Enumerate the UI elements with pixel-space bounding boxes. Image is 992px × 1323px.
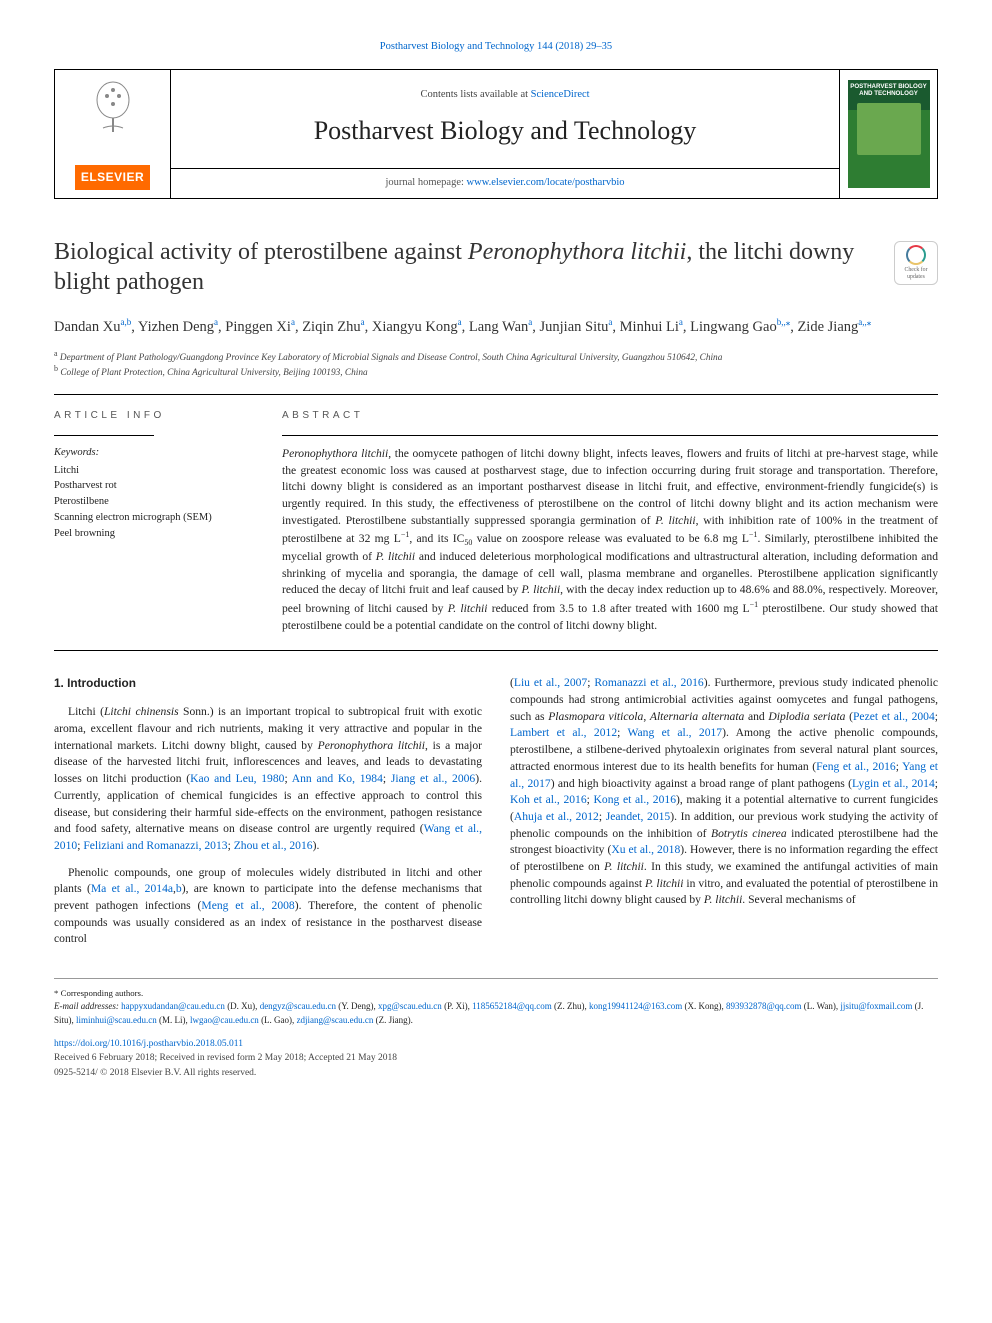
abstract-text: Peronophythora litchii, the oomycete pat… [282, 446, 938, 634]
abstract-column: ABSTRACT Peronophythora litchii, the oom… [282, 409, 938, 634]
author: Pinggen Xia [225, 319, 295, 335]
crossmark-badge[interactable]: Check for updates [894, 241, 938, 285]
crossmark-line2: updates [907, 274, 925, 280]
article-info-rule [54, 435, 154, 436]
citation-link[interactable]: Romanazzi et al., 2016 [594, 676, 703, 689]
keyword: Litchi [54, 463, 254, 479]
affiliation-b: b College of Plant Protection, China Agr… [54, 364, 938, 380]
email-link[interactable]: zdjiang@scau.edu.cn [297, 1015, 374, 1025]
elsevier-wordmark: ELSEVIER [75, 165, 150, 190]
keywords-label: Keywords: [54, 446, 254, 461]
email-link[interactable]: 893932878@qq.com [726, 1001, 802, 1011]
author: Junjian Situa [540, 319, 613, 335]
author: Lingwang Gaob,,⁎ [690, 319, 790, 335]
affiliations: a Department of Plant Pathology/Guangdon… [54, 349, 938, 380]
journal-cover-title: POSTHARVEST BIOLOGY AND TECHNOLOGY [848, 80, 930, 100]
keyword: Postharvest rot [54, 478, 254, 494]
citation-link[interactable]: Xu et al., 2018 [611, 843, 680, 856]
journal-homepage-label: journal homepage: [385, 176, 463, 191]
citation-link[interactable]: Zhou et al., 2016 [234, 839, 313, 852]
journal-cover-thumbnail: POSTHARVEST BIOLOGY AND TECHNOLOGY [848, 80, 930, 188]
contents-available-line: Contents lists available at ScienceDirec… [420, 88, 589, 103]
masthead: ELSEVIER Contents lists available at Sci… [54, 69, 938, 199]
email-link[interactable]: lwgao@cau.edu.cn [190, 1015, 259, 1025]
email-link[interactable]: happyxudandan@cau.edu.cn [121, 1001, 225, 1011]
journal-cover-cell: POSTHARVEST BIOLOGY AND TECHNOLOGY [839, 70, 937, 198]
title-italic: Peronophythora litchii [468, 239, 686, 265]
email-link[interactable]: dengyz@scau.edu.cn [260, 1001, 336, 1011]
citation-link[interactable]: Feng et al., 2016 [816, 760, 896, 773]
article-info-abstract-row: ARTICLE INFO Keywords: LitchiPostharvest… [54, 394, 938, 651]
keywords-list: LitchiPostharvest rotPterostilbeneScanni… [54, 463, 254, 542]
citation-link[interactable]: Koh et al., 2016 [510, 793, 587, 806]
citation-link[interactable]: Kong et al., 2016 [594, 793, 676, 806]
elsevier-tree-icon [89, 78, 137, 136]
body-columns: 1. Introduction Litchi (Litchi chinensis… [54, 675, 938, 948]
author-list: Dandan Xua,b, Yizhen Denga, Pinggen Xia,… [54, 316, 938, 339]
title-pre: Biological activity of pterostilbene aga… [54, 239, 468, 265]
citation-link[interactable]: Ann and Ko, 1984 [292, 772, 383, 785]
author: Minhui Lia [620, 319, 683, 335]
author: Dandan Xua,b [54, 319, 131, 335]
journal-reference: Postharvest Biology and Technology 144 (… [54, 40, 938, 55]
intro-p3: (Liu et al., 2007; Romanazzi et al., 201… [510, 675, 938, 909]
intro-heading: 1. Introduction [54, 675, 482, 692]
affiliation-a: a Department of Plant Pathology/Guangdon… [54, 349, 938, 365]
citation-link[interactable]: b [176, 882, 182, 895]
email-link[interactable]: kong19941124@163.com [589, 1001, 682, 1011]
article-info-heading: ARTICLE INFO [54, 409, 254, 423]
citation-link[interactable]: Ahuja et al., 2012 [514, 810, 599, 823]
author: Ziqin Zhua [302, 319, 364, 335]
article-title: Biological activity of pterostilbene aga… [54, 237, 874, 298]
author: Zide Jianga,,⁎ [797, 319, 871, 335]
journal-reference-link[interactable]: Postharvest Biology and Technology 144 (… [380, 41, 612, 52]
keyword: Scanning electron micrograph (SEM) [54, 510, 254, 526]
author: Lang Wana [469, 319, 532, 335]
citation-link[interactable]: Meng et al., 2008 [201, 899, 294, 912]
citation-link[interactable]: Liu et al., 2007 [514, 676, 587, 689]
intro-p1: Litchi (Litchi chinensis Sonn.) is an im… [54, 704, 482, 854]
crossmark-ring-icon [906, 245, 926, 265]
citation-link[interactable]: Kao and Leu, 1980 [190, 772, 284, 785]
email-link[interactable]: jjsitu@foxmail.com [840, 1001, 912, 1011]
citation-link[interactable]: Feliziani and Romanazzi, 2013 [83, 839, 227, 852]
citation-link[interactable]: Pezet et al., 2004 [853, 710, 935, 723]
email-link[interactable]: liminhui@scau.edu.cn [76, 1015, 157, 1025]
citation-link[interactable]: Wang et al., 2017 [628, 726, 723, 739]
journal-cover-image [857, 103, 921, 155]
journal-homepage-link[interactable]: www.elsevier.com/locate/postharvbio [467, 176, 625, 191]
email-label: E-mail addresses: [54, 1001, 119, 1011]
journal-homepage-line: journal homepage: www.elsevier.com/locat… [171, 168, 839, 198]
abstract-heading: ABSTRACT [282, 409, 938, 423]
keyword: Peel browning [54, 526, 254, 542]
publisher-cell: ELSEVIER [55, 70, 171, 198]
copyright-line: 0925-5214/ © 2018 Elsevier B.V. All righ… [54, 1066, 938, 1080]
email-link[interactable]: 1185652184@qq.com [472, 1001, 552, 1011]
email-link[interactable]: xpg@scau.edu.cn [378, 1001, 442, 1011]
sciencedirect-link[interactable]: ScienceDirect [531, 89, 590, 100]
author: Xiangyu Konga [372, 319, 462, 335]
masthead-center: Contents lists available at ScienceDirec… [171, 70, 839, 198]
citation-link[interactable]: Lygin et al., 2014 [852, 777, 935, 790]
contents-available-prefix: Contents lists available at [420, 89, 530, 100]
abstract-rule [282, 435, 938, 436]
email-line: E-mail addresses: happyxudandan@cau.edu.… [54, 1000, 938, 1027]
corresponding-label: * Corresponding authors. [54, 987, 938, 1000]
citation-link[interactable]: Jiang et al., 2006 [391, 772, 475, 785]
footer: * Corresponding authors. E-mail addresse… [54, 978, 938, 1080]
journal-name: Postharvest Biology and Technology [314, 113, 697, 149]
citation-link[interactable]: Lambert et al., 2012 [510, 726, 617, 739]
keyword: Pterostilbene [54, 494, 254, 510]
article-info-column: ARTICLE INFO Keywords: LitchiPostharvest… [54, 409, 254, 634]
citation-link[interactable]: Jeandet, 2015 [606, 810, 671, 823]
intro-p2: Phenolic compounds, one group of molecul… [54, 865, 482, 948]
doi-link[interactable]: https://doi.org/10.1016/j.postharvbio.20… [54, 1037, 938, 1051]
citation-link[interactable]: Ma et al., 2014a [91, 882, 173, 895]
received-line: Received 6 February 2018; Received in re… [54, 1051, 938, 1065]
author: Yizhen Denga [138, 319, 218, 335]
